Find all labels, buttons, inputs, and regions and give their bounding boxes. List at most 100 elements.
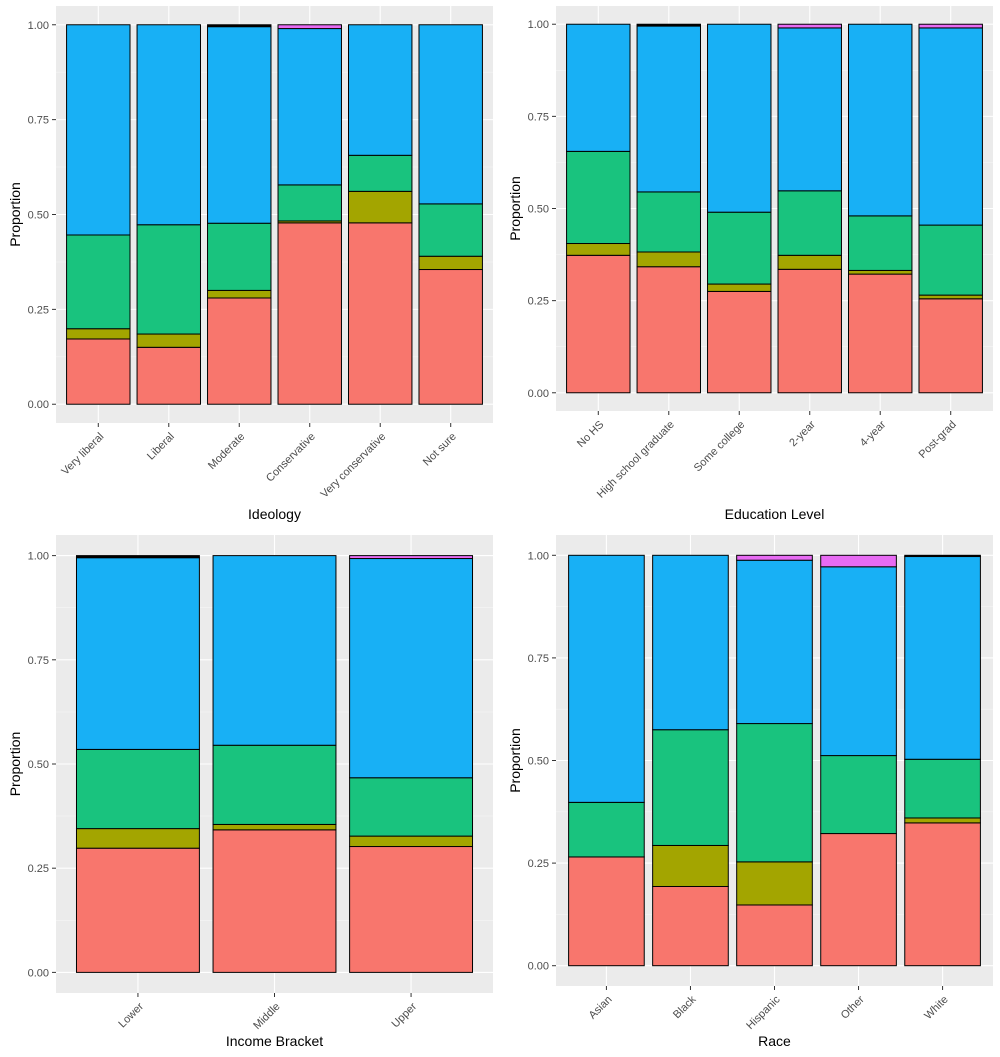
y-tick-label: 0.50 [528,756,549,768]
bar-segment-green [918,224,983,296]
bar-segment-red [707,290,772,394]
y-axis-title: Proportion [507,176,523,241]
bar-segment-blue [418,24,483,205]
y-tick-label: 0.25 [528,858,549,870]
bar-segment-olive [636,251,701,268]
bar-segment-green [904,758,981,819]
bar-segment-magenta [349,555,474,560]
bar-segment-olive [566,243,631,256]
y-tick-label: 0.25 [28,304,49,316]
bar-segment-red [136,346,201,405]
bar-segment-olive [348,190,413,224]
y-tick-label: 0.75 [528,653,549,665]
bar-segment-blue [566,23,631,152]
bar-segment-green [136,224,201,335]
bar-segment-blue [277,28,342,186]
bar-segment-magenta [918,23,983,29]
y-tick-label: 0.50 [28,759,49,771]
bar-segment-red [212,829,337,973]
y-tick-label: 0.50 [528,204,549,216]
bar-segment-blue [66,24,131,236]
x-axis-title: Race [758,1033,791,1049]
bar-segment-blue [75,557,200,750]
bar-segment-red [568,856,645,967]
bar-segment-green [349,777,474,837]
bar-segment-green [568,801,645,858]
bar-segment-blue [349,558,474,779]
bar-segment-magenta [777,23,842,29]
y-tick-label: 0.00 [28,967,49,979]
x-axis-title: Ideology [248,506,301,522]
bar-segment-blue [652,554,729,731]
bar-segment-green [820,755,897,835]
bar-segment-blue [848,23,913,217]
y-tick-label: 0.50 [28,210,49,222]
bar-segment-red [904,822,981,967]
bar-segment-blue [136,24,201,226]
bar-segment-olive [207,289,272,299]
bar-segment-blue [736,559,813,725]
bar-segment-red [348,222,413,405]
bar-segment-olive [136,333,201,348]
bar-segment-red [277,222,342,405]
bar-segment-green [707,211,772,285]
bar-segment-green [736,723,813,863]
bar-segment-olive [418,255,483,271]
bar-segment-magenta [820,554,897,568]
bar-segment-red [777,268,842,394]
bar-segment-green [348,154,413,192]
y-tick-label: 1.00 [28,551,49,563]
bar-segment-green [566,150,631,245]
y-tick-label: 0.25 [528,296,549,308]
bar-segment-red [418,269,483,405]
y-tick-label: 0.75 [28,115,49,127]
bar-segment-black [904,554,981,558]
bar-segment-olive [918,294,983,300]
bar-segment-green [777,190,842,256]
bar-segment-blue [820,566,897,757]
bar-segment-green [207,222,272,291]
bar-segment-blue [348,24,413,156]
bar-segment-blue [777,27,842,192]
y-tick-label: 0.00 [28,399,49,411]
y-tick-label: 0.00 [528,388,549,400]
bar-segment-red [736,904,813,967]
bar-segment-red [918,298,983,394]
bar-segment-blue [636,25,701,193]
bar-segment-blue [568,554,645,803]
bar-segment-green [75,748,200,830]
bar-segment-green [418,203,483,257]
bar-segment-black [636,23,701,27]
y-tick-label: 1.00 [528,19,549,31]
bar-segment-olive [66,328,131,340]
y-axis-title: Proportion [7,182,23,247]
bar-segment-red [349,846,474,973]
y-tick-label: 0.00 [528,961,549,973]
bar-segment-blue [207,26,272,224]
y-axis-title: Proportion [507,728,523,793]
bar-segment-red [636,266,701,394]
y-tick-label: 0.75 [528,111,549,123]
bar-segment-red [848,273,913,394]
x-axis-title: Education Level [725,506,825,522]
bar-segment-olive [212,823,337,831]
bar-segment-red [75,847,200,973]
bar-segment-red [66,338,131,405]
bar-segment-blue [904,556,981,760]
y-tick-label: 1.00 [528,550,549,562]
bar-segment-magenta [277,24,342,30]
bar-segment-olive [777,254,842,270]
bar-segment-olive [848,269,913,275]
y-tick-label: 0.25 [28,863,49,875]
x-axis-title: Income Bracket [226,1033,323,1049]
bar-segment-olive [652,844,729,887]
bar-segment-red [820,833,897,967]
bar-segment-blue [918,27,983,226]
bar-segment-magenta [736,554,813,561]
bar-segment-green [277,184,342,222]
bar-segment-green [848,215,913,271]
